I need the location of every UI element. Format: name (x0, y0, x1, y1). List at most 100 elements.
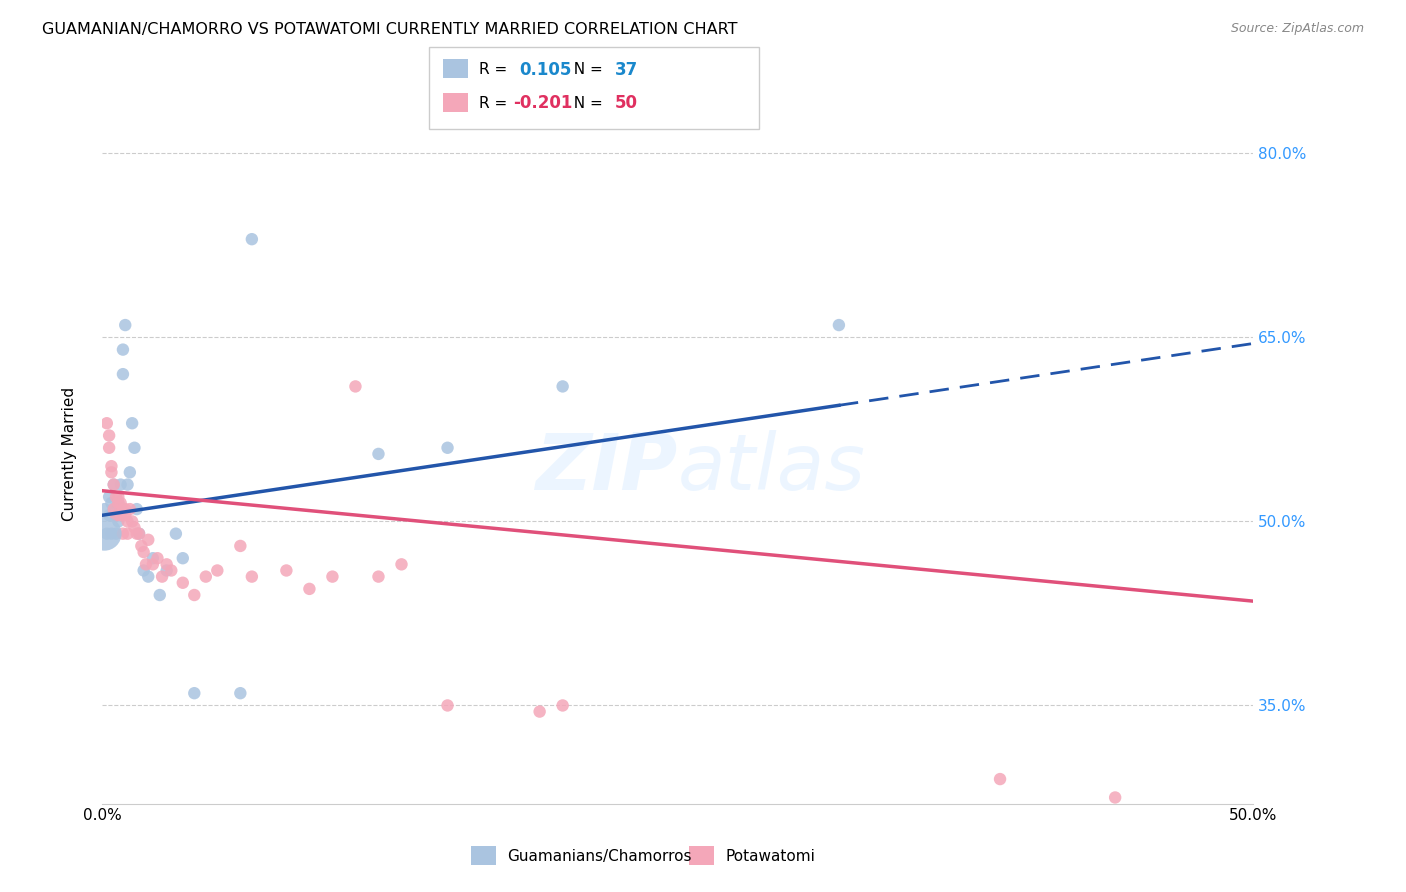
Point (229, 539, 252, 553)
Point (344, 379, 367, 393)
Point (367, 569, 389, 583)
Point (100, 466, 122, 480)
Point (172, 551, 194, 566)
Point (149, 588, 172, 602)
Point (150, 569, 173, 583)
Point (103, 477, 125, 491)
Point (111, 367, 134, 381)
Point (114, 318, 136, 332)
Point (135, 558, 157, 572)
Point (125, 526, 148, 541)
Point (98, 508, 121, 523)
Point (121, 416, 143, 430)
Point (98, 490, 121, 504)
Point (551, 379, 574, 393)
Point (105, 508, 128, 523)
Point (114, 508, 136, 523)
Point (125, 502, 148, 516)
Point (96, 526, 118, 541)
Point (98, 428, 121, 442)
Point (117, 526, 139, 541)
Point (96, 416, 118, 430)
Text: N =: N = (564, 96, 607, 111)
Point (131, 539, 153, 553)
Point (298, 582, 321, 596)
Text: R =: R = (479, 96, 513, 111)
Point (276, 564, 298, 578)
Point (172, 575, 194, 590)
Point (110, 502, 132, 516)
Point (183, 588, 205, 602)
Point (100, 459, 122, 474)
Text: -0.201: -0.201 (513, 95, 572, 112)
Point (107, 496, 129, 510)
Point (146, 551, 169, 566)
Point (124, 520, 146, 534)
Point (98, 441, 121, 455)
Point (107, 490, 129, 504)
Point (105, 508, 128, 523)
Point (93, 502, 115, 516)
Point (128, 526, 150, 541)
Text: Currently Married: Currently Married (62, 387, 77, 521)
Point (124, 441, 146, 455)
Point (165, 526, 187, 541)
Point (132, 564, 155, 578)
Text: ZIP: ZIP (536, 430, 678, 506)
Point (118, 466, 141, 480)
Point (111, 526, 134, 541)
Point (136, 569, 159, 583)
Point (110, 508, 132, 523)
Point (551, 698, 574, 713)
Point (160, 564, 183, 578)
Point (105, 526, 128, 541)
Point (988, 772, 1011, 786)
Point (107, 515, 129, 529)
Point (321, 569, 343, 583)
Point (118, 502, 141, 516)
Point (132, 545, 155, 559)
Point (142, 558, 165, 572)
Point (100, 526, 122, 541)
Point (111, 502, 134, 516)
Point (1104, 790, 1126, 805)
Point (436, 698, 458, 713)
Point (529, 705, 551, 719)
Point (156, 564, 179, 578)
Point (229, 686, 252, 700)
Text: Source: ZipAtlas.com: Source: ZipAtlas.com (1230, 22, 1364, 36)
Text: N =: N = (564, 62, 607, 77)
Point (111, 343, 134, 357)
Text: Guamanians/Chamorros: Guamanians/Chamorros (508, 849, 692, 863)
Text: atlas: atlas (678, 430, 866, 506)
Text: R =: R = (479, 62, 513, 77)
Point (136, 533, 159, 547)
Point (107, 496, 129, 510)
Point (391, 558, 413, 572)
Text: 50: 50 (614, 95, 637, 112)
Point (367, 447, 389, 461)
Point (240, 569, 263, 583)
Point (117, 477, 139, 491)
Point (103, 477, 125, 491)
Text: 37: 37 (614, 61, 638, 78)
Point (103, 502, 125, 516)
Point (105, 490, 128, 504)
Point (142, 551, 165, 566)
Point (103, 502, 125, 516)
Point (240, 232, 263, 246)
Point (128, 526, 150, 541)
Point (828, 318, 851, 332)
Text: 0.105: 0.105 (519, 61, 571, 78)
Point (436, 441, 458, 455)
Point (117, 515, 139, 529)
Point (110, 496, 132, 510)
Point (100, 496, 122, 510)
Point (110, 477, 132, 491)
Point (156, 558, 179, 572)
Point (207, 564, 229, 578)
Text: GUAMANIAN/CHAMORRO VS POTAWATOMI CURRENTLY MARRIED CORRELATION CHART: GUAMANIAN/CHAMORRO VS POTAWATOMI CURRENT… (42, 22, 738, 37)
Point (114, 502, 136, 516)
Point (93, 526, 115, 541)
Point (121, 515, 143, 529)
